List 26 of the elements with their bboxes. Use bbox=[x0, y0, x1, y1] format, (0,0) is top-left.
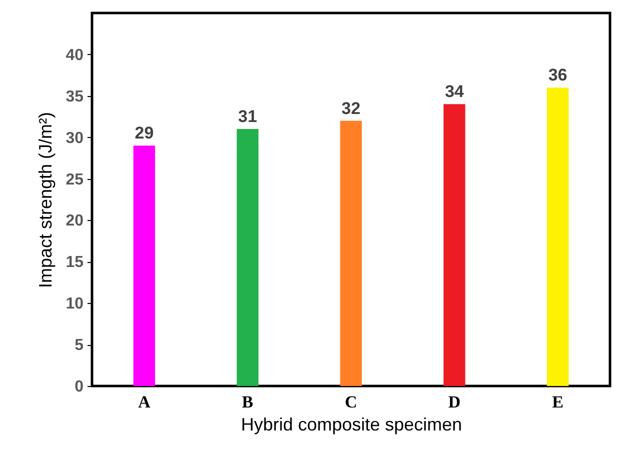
x-tick-label: E bbox=[552, 392, 564, 412]
y-tick-label: 15 bbox=[66, 254, 84, 272]
y-axis-title: Impact strength (J/m²) bbox=[36, 112, 56, 288]
bar bbox=[133, 146, 156, 386]
data-label: 29 bbox=[134, 124, 154, 143]
bar bbox=[236, 129, 258, 386]
y-tick-label: 20 bbox=[66, 212, 84, 230]
data-label: 36 bbox=[548, 66, 568, 85]
data-label: 31 bbox=[238, 107, 258, 126]
bar bbox=[340, 120, 362, 386]
x-tick-label: B bbox=[242, 392, 254, 412]
y-tick-label: 40 bbox=[66, 46, 84, 64]
y-tick-label: 10 bbox=[66, 296, 84, 313]
x-axis-title: Hybrid composite specimen bbox=[240, 414, 462, 434]
y-tick-label: 25 bbox=[66, 171, 84, 188]
x-tick-label: D bbox=[448, 392, 461, 412]
x-tick-label: A bbox=[138, 392, 152, 412]
data-label: 34 bbox=[444, 82, 464, 102]
x-tick-label: C bbox=[344, 392, 358, 412]
bar bbox=[546, 88, 569, 386]
data-label: 32 bbox=[342, 98, 360, 118]
y-tick-label: 0 bbox=[74, 378, 84, 396]
y-tick-label: 30 bbox=[66, 130, 84, 147]
bar bbox=[444, 104, 466, 386]
y-tick-label: 5 bbox=[74, 337, 84, 354]
y-tick-label: 35 bbox=[66, 88, 84, 106]
